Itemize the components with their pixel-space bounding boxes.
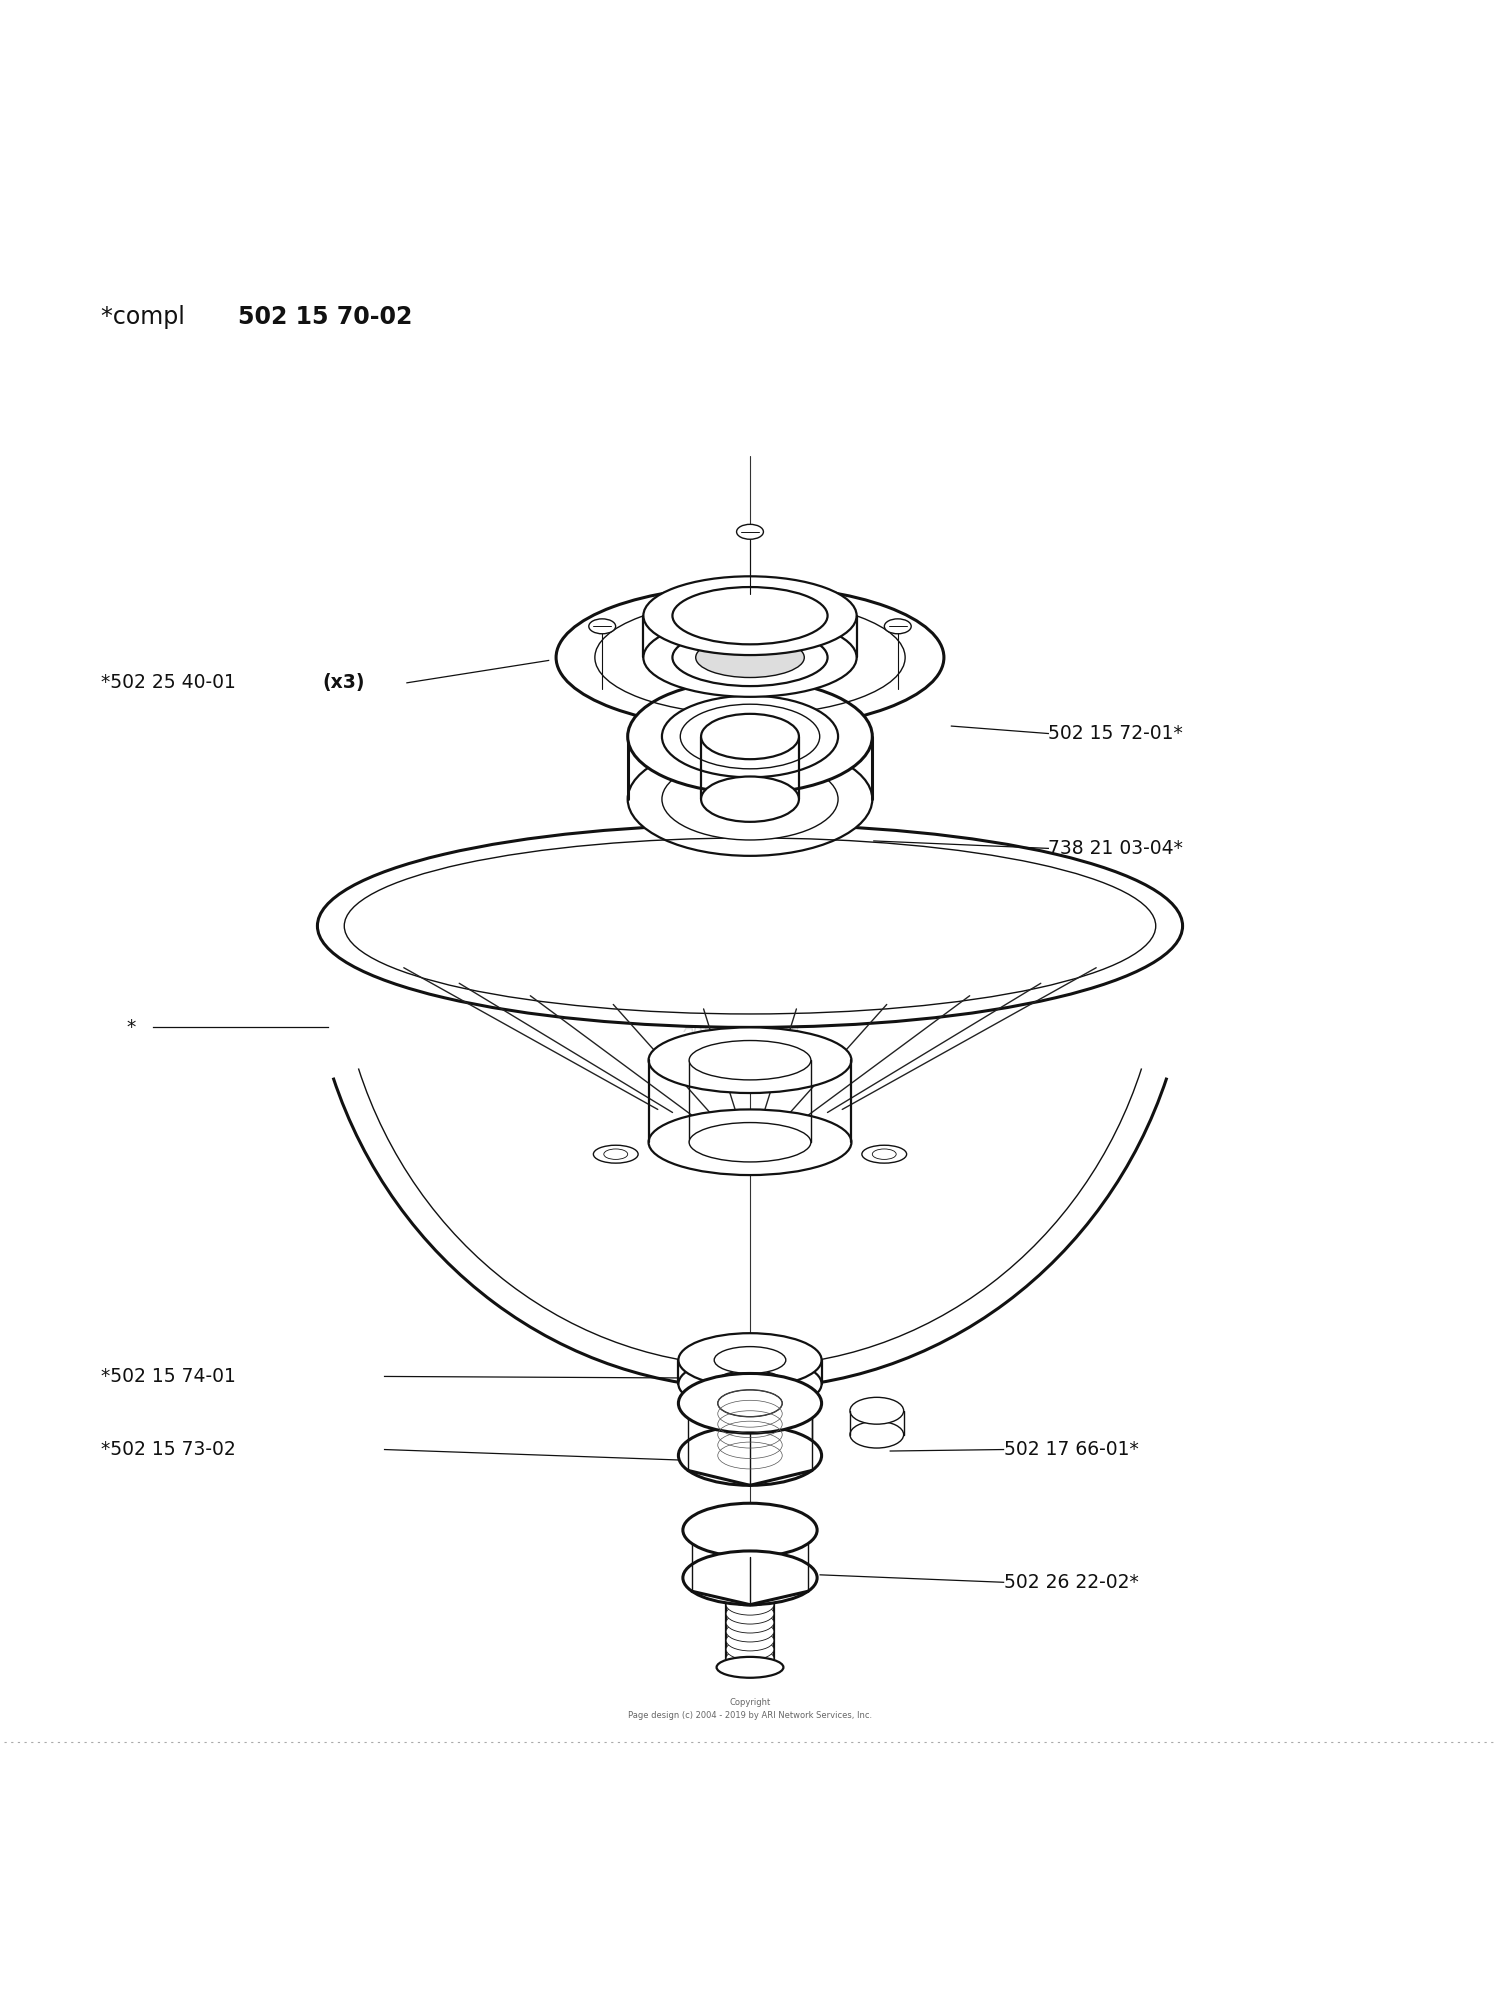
- Ellipse shape: [736, 524, 764, 538]
- Text: ARI PartStream™: ARI PartStream™: [684, 1020, 816, 1034]
- Text: Copyright
Page design (c) 2004 - 2019 by ARI Network Services, Inc.: Copyright Page design (c) 2004 - 2019 by…: [628, 1697, 872, 1720]
- Ellipse shape: [885, 619, 910, 633]
- Ellipse shape: [688, 1040, 812, 1081]
- Ellipse shape: [696, 637, 804, 677]
- Ellipse shape: [594, 1145, 638, 1163]
- Ellipse shape: [682, 1550, 818, 1605]
- Ellipse shape: [726, 1639, 774, 1659]
- Ellipse shape: [648, 1028, 852, 1093]
- Ellipse shape: [688, 1123, 812, 1161]
- Ellipse shape: [726, 1613, 774, 1633]
- Ellipse shape: [850, 1421, 903, 1447]
- Ellipse shape: [590, 619, 615, 633]
- Ellipse shape: [726, 1603, 774, 1625]
- Ellipse shape: [662, 758, 839, 841]
- Ellipse shape: [556, 587, 944, 730]
- Ellipse shape: [662, 696, 839, 778]
- Ellipse shape: [714, 1347, 786, 1373]
- Text: *502 15 74-01: *502 15 74-01: [100, 1367, 236, 1385]
- Ellipse shape: [678, 1333, 822, 1387]
- Ellipse shape: [700, 776, 800, 823]
- Ellipse shape: [726, 1577, 774, 1597]
- Ellipse shape: [682, 1504, 818, 1556]
- Ellipse shape: [714, 1371, 786, 1397]
- Ellipse shape: [726, 1657, 774, 1677]
- Text: *: *: [126, 1018, 135, 1036]
- Ellipse shape: [318, 825, 1182, 1028]
- Ellipse shape: [644, 619, 856, 698]
- Ellipse shape: [873, 1149, 895, 1159]
- Ellipse shape: [726, 1585, 774, 1607]
- Text: 502 26 22-02*: 502 26 22-02*: [1004, 1572, 1138, 1593]
- Ellipse shape: [726, 1621, 774, 1641]
- Ellipse shape: [678, 1357, 822, 1411]
- Ellipse shape: [648, 1109, 852, 1175]
- Text: 738 21 03-04*: 738 21 03-04*: [1048, 839, 1184, 859]
- Ellipse shape: [672, 629, 828, 685]
- Ellipse shape: [726, 1595, 774, 1615]
- Text: *502 25 40-01: *502 25 40-01: [100, 673, 242, 691]
- Text: *502 15 73-02: *502 15 73-02: [100, 1439, 236, 1460]
- Text: *compl: *compl: [100, 304, 192, 329]
- Text: 502 15 70-02: 502 15 70-02: [238, 304, 412, 329]
- Ellipse shape: [726, 1566, 774, 1589]
- Ellipse shape: [850, 1397, 903, 1423]
- Text: 502 15 72-01*: 502 15 72-01*: [1048, 724, 1184, 744]
- Ellipse shape: [726, 1631, 774, 1651]
- Ellipse shape: [644, 577, 856, 655]
- Text: 502 17 66-01*: 502 17 66-01*: [1004, 1439, 1138, 1460]
- Ellipse shape: [627, 679, 873, 792]
- Ellipse shape: [862, 1145, 906, 1163]
- Ellipse shape: [604, 1149, 627, 1159]
- Ellipse shape: [678, 1425, 822, 1486]
- Ellipse shape: [627, 742, 873, 857]
- Ellipse shape: [700, 714, 800, 760]
- Ellipse shape: [726, 1647, 774, 1669]
- Ellipse shape: [717, 1657, 783, 1677]
- Text: (x3): (x3): [322, 673, 364, 691]
- Ellipse shape: [678, 1373, 822, 1433]
